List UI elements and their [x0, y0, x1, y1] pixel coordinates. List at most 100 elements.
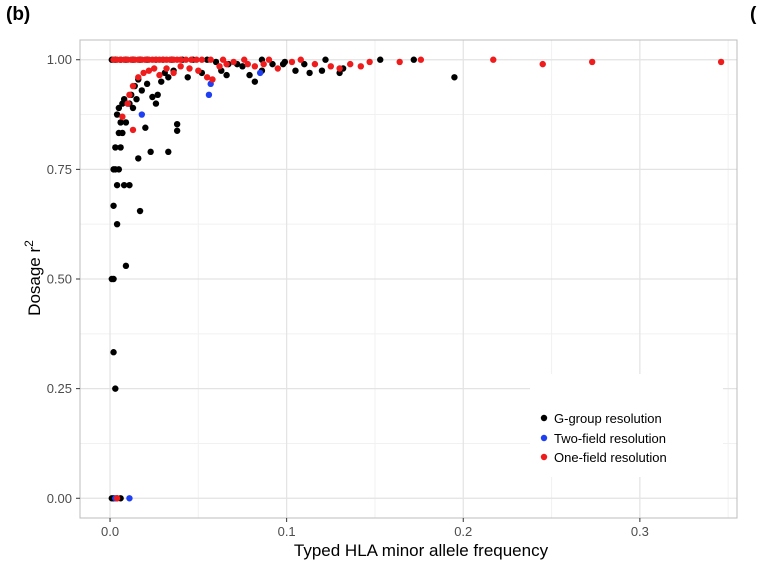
x-axis-title: Typed HLA minor allele frequency: [294, 541, 549, 560]
data-point: [112, 385, 119, 392]
data-point: [336, 69, 343, 77]
data-point: [717, 58, 725, 66]
y-tick-label: 0.00: [47, 491, 72, 506]
data-point: [198, 56, 206, 63]
y-axis-title: Dosage r2: [22, 240, 44, 316]
data-point: [182, 56, 190, 63]
data-point: [223, 71, 230, 79]
data-point: [115, 104, 123, 112]
data-point: [158, 78, 165, 85]
data-point: [140, 69, 147, 77]
data-point: [269, 60, 276, 68]
data-point: [110, 349, 117, 356]
data-point: [207, 56, 214, 63]
data-point: [246, 71, 253, 79]
data-point: [223, 60, 230, 68]
data-point: [110, 202, 117, 209]
x-tick-label: 0.0: [101, 524, 119, 539]
legend-marker-g-group: [540, 414, 548, 422]
data-point: [149, 93, 156, 101]
next-panel-label: (: [750, 4, 757, 25]
data-point: [230, 58, 237, 66]
y-tick-label: 0.50: [47, 272, 72, 287]
data-point: [186, 65, 193, 72]
data-point: [417, 56, 425, 63]
data-point: [357, 63, 365, 70]
y-tick-label: 0.75: [47, 162, 72, 177]
data-point: [173, 127, 181, 134]
data-point: [239, 63, 246, 70]
data-point: [117, 144, 124, 151]
data-point: [322, 56, 329, 63]
data-point: [219, 56, 227, 63]
x-tick-label: 0.3: [631, 524, 649, 539]
data-point: [216, 63, 223, 70]
data-point: [129, 82, 137, 90]
data-point: [113, 220, 121, 228]
data-point: [347, 60, 354, 68]
data-point: [327, 63, 334, 70]
legend-label-one-field: One-field resolution: [554, 450, 667, 465]
data-point: [297, 56, 304, 63]
data-point: [366, 58, 373, 66]
data-point: [260, 60, 267, 68]
data-point: [119, 113, 126, 120]
data-point: [126, 181, 133, 189]
data-point: [124, 100, 131, 107]
data-point: [119, 129, 126, 137]
y-axis-title-main: Dosage r: [25, 247, 44, 316]
x-tick-label: 0.2: [454, 524, 472, 539]
data-point: [163, 65, 170, 72]
data-points: [108, 56, 725, 502]
legend-label-g-group: G-group resolution: [554, 411, 662, 426]
data-point: [115, 166, 123, 173]
data-point: [265, 56, 273, 63]
data-point: [136, 207, 144, 215]
data-point: [145, 67, 153, 74]
legend: G-group resolution Two-field resolution …: [530, 374, 723, 477]
data-point: [281, 58, 289, 66]
data-point: [142, 124, 149, 131]
data-point: [110, 275, 117, 283]
data-point: [170, 69, 177, 77]
data-point: [135, 155, 142, 162]
data-point: [113, 111, 121, 118]
data-point: [410, 56, 417, 63]
legend-marker-one-field: [540, 453, 548, 461]
data-point: [177, 56, 184, 63]
data-point: [306, 69, 313, 77]
data-point: [152, 100, 160, 107]
data-point: [143, 80, 151, 88]
data-point: [301, 60, 308, 68]
y-tick-label: 1.00: [47, 52, 72, 67]
data-point: [122, 119, 130, 126]
data-point: [173, 121, 181, 128]
data-point: [292, 67, 299, 74]
data-point: [212, 58, 220, 66]
data-point: [451, 74, 458, 81]
data-point: [129, 104, 137, 112]
data-point: [147, 148, 154, 156]
data-point: [203, 74, 211, 81]
data-point: [120, 96, 128, 103]
data-point: [318, 67, 326, 74]
data-point: [188, 56, 195, 63]
data-point: [122, 262, 130, 270]
legend-label-two-field: Two-field resolution: [554, 431, 666, 446]
data-point: [154, 91, 161, 99]
data-point: [539, 60, 546, 68]
data-point: [138, 111, 146, 118]
data-point: [138, 87, 146, 94]
data-point: [209, 76, 216, 83]
data-point: [120, 181, 128, 189]
data-point: [150, 65, 158, 72]
data-point: [126, 91, 133, 99]
data-point: [165, 74, 172, 81]
data-point: [377, 56, 384, 63]
data-point: [195, 67, 202, 74]
series-2: [110, 56, 725, 502]
data-point: [113, 495, 121, 502]
axis-ticks: 0.0 0.1 0.2 0.3 0.00 0.25 0.50 0.75 1.00: [47, 52, 649, 539]
data-point: [117, 119, 124, 126]
